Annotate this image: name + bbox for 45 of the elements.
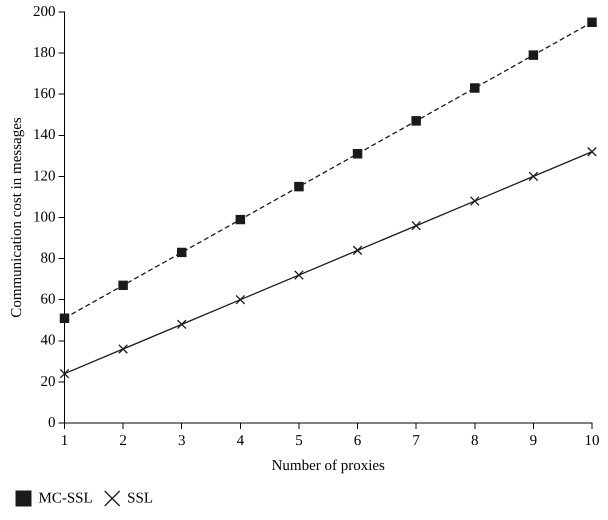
point xyxy=(352,245,362,256)
y-tick-label: 160 xyxy=(33,86,56,102)
x-tick-label: 4 xyxy=(236,432,245,449)
y-tick-label: 60 xyxy=(40,292,56,308)
point xyxy=(60,368,70,379)
legend-label: MC-SSL xyxy=(38,490,93,506)
y-tick-label: 100 xyxy=(33,209,56,226)
y-tick-label: 80 xyxy=(40,250,56,267)
point xyxy=(528,50,538,60)
x-tick-label: 6 xyxy=(354,432,362,449)
point xyxy=(411,116,421,126)
y-tick-label: 140 xyxy=(33,127,56,144)
x-tick-label: 5 xyxy=(295,432,303,449)
point xyxy=(587,18,597,28)
y-tick-label: 120 xyxy=(33,168,56,184)
point xyxy=(587,146,597,157)
y-tick-label: 40 xyxy=(40,332,56,349)
x-tick-label: 10 xyxy=(584,432,600,449)
y-tick-label: 20 xyxy=(40,374,56,390)
y-axis-title: Communication cost in messages xyxy=(8,117,25,318)
point xyxy=(235,294,246,305)
point xyxy=(176,319,187,330)
point xyxy=(236,214,246,224)
x-tick-label: 8 xyxy=(471,432,479,449)
y-tick-label: 200 xyxy=(33,4,56,20)
x-tick-label: 3 xyxy=(178,432,186,449)
point xyxy=(528,172,538,182)
point xyxy=(294,270,304,280)
legend-label: SSL xyxy=(127,490,154,506)
x-tick-label: 2 xyxy=(119,432,127,449)
point xyxy=(60,313,70,323)
point xyxy=(118,344,128,354)
point xyxy=(352,149,362,159)
x-tick-label: 1 xyxy=(60,432,68,449)
point xyxy=(470,196,480,206)
y-tick-label: 0 xyxy=(48,414,56,431)
point xyxy=(118,280,128,290)
point xyxy=(294,182,304,192)
point xyxy=(470,83,480,93)
point xyxy=(411,220,422,231)
point xyxy=(176,248,186,258)
x-tick-label: 7 xyxy=(412,432,420,449)
x-axis-title: Number of proxies xyxy=(272,458,386,474)
y-tick-label: 180 xyxy=(33,45,56,62)
x-tick-label: 9 xyxy=(530,432,538,449)
